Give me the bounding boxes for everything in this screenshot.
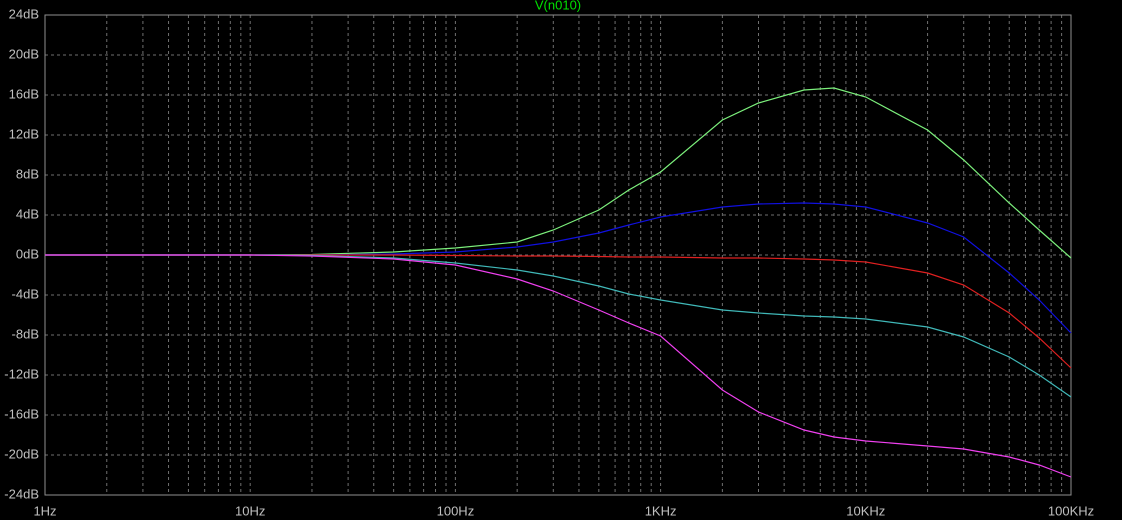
x-tick-label: 1Hz (33, 503, 56, 518)
y-tick-label: -24dB (4, 486, 39, 501)
series-line (45, 254, 1072, 478)
y-tick-label: 16dB (9, 86, 39, 101)
series-line (45, 254, 1072, 398)
chart-title: V(n010) (535, 0, 581, 12)
y-tick-label: 8dB (16, 166, 39, 181)
y-tick-label: 4dB (16, 206, 39, 221)
series-line (45, 254, 1072, 369)
x-tick-label: 100Hz (437, 503, 475, 518)
x-tick-label: 10KHz (846, 503, 885, 518)
y-tick-label: 12dB (9, 126, 39, 141)
y-tick-label: -16dB (4, 406, 39, 421)
y-tick-label: 20dB (9, 46, 39, 61)
y-tick-label: 0dB (16, 246, 39, 261)
x-tick-label: 10Hz (235, 503, 265, 518)
y-tick-label: 24dB (9, 6, 39, 21)
x-tick-label: 1KHz (645, 503, 677, 518)
x-tick-label: 100KHz (1048, 503, 1094, 518)
y-tick-label: -4dB (12, 286, 39, 301)
series-line (45, 202, 1072, 334)
series-line (45, 87, 1072, 259)
y-tick-label: -12dB (4, 366, 39, 381)
y-tick-label: -20dB (4, 446, 39, 461)
y-tick-label: -8dB (12, 326, 39, 341)
